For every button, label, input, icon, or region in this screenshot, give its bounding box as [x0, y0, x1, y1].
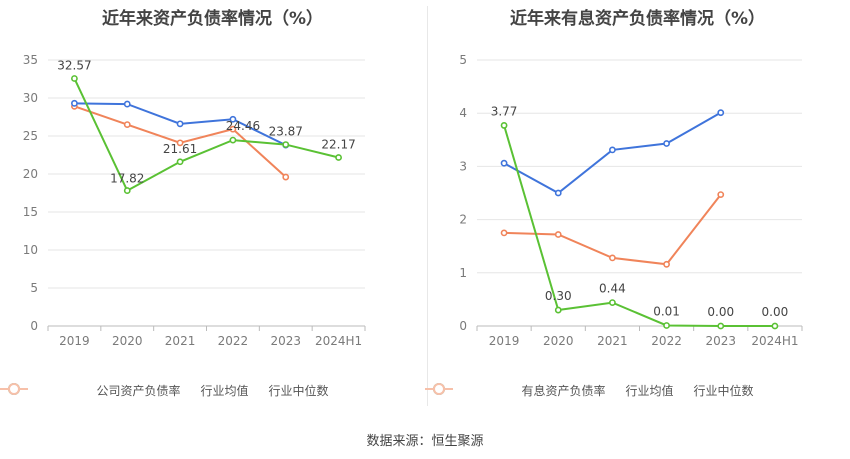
data-label: 22.17	[321, 138, 355, 152]
chart-panel-interest-debt-ratio: 近年来有息资产负债率情况（%） 0 1 2 3 4 5 2019 2020 2021 2022 20…	[425, 0, 850, 420]
data-point-company	[123, 187, 131, 194]
gridlines	[477, 59, 802, 327]
data-point-industry_avg	[717, 109, 725, 117]
x-tick-label: 2024H1	[751, 334, 798, 348]
data-point-industry_median	[229, 125, 237, 133]
panel-divider	[427, 6, 428, 406]
y-tick-label: 20	[23, 167, 38, 181]
y-tick-label: 5	[459, 53, 467, 67]
chart-legend: 有息资产负债率 行业均值 行业中位数	[425, 382, 850, 399]
y-tick-label: 2	[459, 213, 467, 227]
legend-item-industry-median[interactable]: 行业中位数	[0, 382, 329, 399]
data-label: 17.82	[110, 172, 144, 186]
gridlines	[48, 59, 365, 327]
data-point-company	[335, 154, 342, 161]
y-tick-label: 3	[459, 159, 467, 173]
x-tick-label: 2022	[218, 334, 249, 348]
data-point-industry_median	[554, 231, 562, 238]
series-line-company	[73, 78, 339, 192]
data-label: 23.87	[269, 125, 303, 139]
data-point-industry_avg	[176, 120, 184, 128]
data-point-industry_avg	[500, 159, 508, 167]
data-point-company	[609, 299, 616, 306]
x-tick-label: 2021	[597, 334, 628, 348]
chart-title: 近年来资产负债率情况（%）	[101, 9, 324, 29]
data-label: 0.01	[653, 304, 680, 318]
y-tick-label: 5	[30, 281, 38, 295]
data-point-industry_median	[500, 229, 508, 237]
y-tick-label: 30	[23, 91, 38, 105]
data-point-industry_median	[123, 121, 131, 128]
data-label: 0.00	[762, 305, 789, 319]
legend-label: 行业中位数	[268, 384, 329, 398]
chart-legend: 公司资产负债率 行业均值 行业中位数	[0, 382, 425, 399]
data-point-industry_median	[609, 254, 616, 262]
data-label: 24.46	[226, 119, 260, 133]
y-tick-label: 35	[23, 53, 38, 67]
y-tick-label: 25	[23, 129, 38, 143]
legend-label: 有息资产负债率	[521, 384, 606, 398]
legend-label: 行业中位数	[693, 384, 754, 398]
legend-item-company[interactable]: 有息资产负债率	[425, 382, 606, 399]
data-label: 21.61	[163, 142, 197, 156]
data-point-industry_avg	[609, 146, 616, 154]
chart-panel-debt-ratio: 近年来资产负债率情况（%） 0 5 10 15 20 25 30 35 2019 2020 2021…	[0, 0, 425, 420]
data-point-industry_median	[663, 260, 670, 268]
x-tick-label: 2024H1	[315, 334, 362, 348]
y-tick-label: 4	[459, 106, 467, 120]
x-tick-label: 2021	[165, 334, 196, 348]
data-point-company	[71, 75, 78, 82]
x-tick-label: 2020	[543, 334, 574, 348]
data-point-industry_median	[282, 173, 290, 181]
data-point-industry_median	[717, 191, 725, 198]
chart-svg: 0 1 2 3 4 5 2019 2020 2021 2022 2023 2024H1 3.77 0.30…	[459, 53, 803, 348]
legend-label: 公司资产负债率	[96, 384, 181, 398]
y-tick-label: 0	[459, 319, 467, 333]
data-point-company	[554, 306, 562, 314]
x-tick-label: 2023	[705, 334, 736, 348]
data-point-company	[176, 158, 184, 166]
chart-title: 近年来有息资产负债率情况（%）	[509, 9, 766, 29]
chart-svg: 0 5 10 15 20 25 30 35 2019 2020 2021 2022 2023 2024H1…	[23, 53, 366, 348]
legend-item-industry-avg[interactable]: 行业均值	[0, 382, 249, 399]
data-label: 0.30	[545, 289, 572, 303]
data-point-industry_avg	[229, 115, 237, 123]
legend-label: 行业均值	[625, 384, 674, 398]
legend-line-icon	[425, 383, 453, 395]
x-tick-label: 2023	[270, 334, 301, 348]
data-label: 32.57	[57, 58, 91, 72]
data-point-company	[717, 322, 725, 330]
legend-line-icon	[0, 383, 28, 395]
legend-item-industry-median[interactable]: 行业中位数	[425, 382, 754, 399]
data-point-industry_avg	[123, 100, 131, 108]
series-line-industry_median	[504, 193, 722, 266]
series-line-company	[503, 125, 775, 327]
data-point-industry_avg	[663, 140, 670, 147]
data-label: 0.44	[599, 282, 626, 296]
x-tick-label: 2020	[112, 334, 143, 348]
data-point-industry_avg	[71, 99, 78, 107]
data-point-company	[229, 136, 237, 144]
y-tick-label: 1	[459, 266, 467, 280]
data-point-industry_median	[176, 139, 184, 147]
legend-item-company[interactable]: 公司资产负债率	[0, 382, 181, 399]
legend-item-industry-avg[interactable]: 行业均值	[425, 382, 674, 399]
y-tick-label: 10	[23, 243, 38, 257]
legend-label: 行业均值	[200, 384, 249, 398]
x-tick-label: 2019	[59, 334, 90, 348]
data-point-company	[771, 322, 779, 330]
y-tick-label: 0	[30, 319, 38, 333]
y-tick-label: 15	[23, 205, 38, 219]
data-point-company	[663, 322, 670, 329]
x-tick-label: 2022	[651, 334, 682, 348]
x-tick-label: 2019	[489, 334, 520, 348]
data-label: 0.00	[707, 305, 734, 319]
data-label: 3.77	[491, 104, 518, 118]
data-point-company	[282, 141, 290, 148]
data-point-company	[500, 122, 508, 129]
data-point-industry_avg	[554, 189, 562, 197]
data-source: 数据来源：恒生聚源	[366, 434, 484, 449]
